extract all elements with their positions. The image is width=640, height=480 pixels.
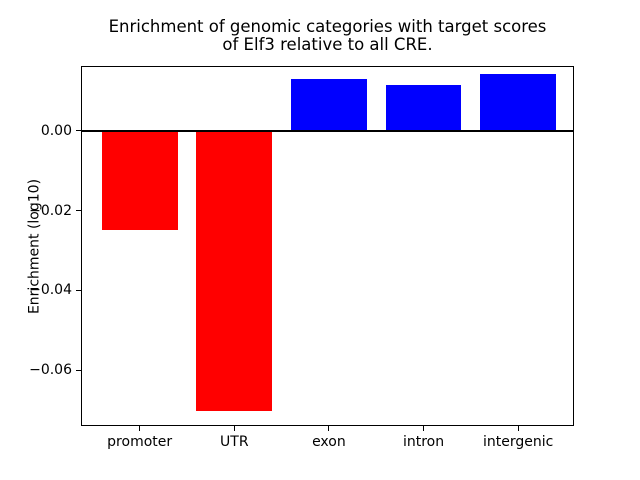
x-tick-mark-promoter (139, 425, 141, 431)
x-tick-mark-intron (423, 425, 425, 431)
chart-title-line-2: of Elf3 relative to all CRE. (222, 35, 433, 54)
y-tick-label-2: −0.04 (29, 282, 72, 299)
y-tick-mark-2 (76, 289, 81, 291)
bar-exon (291, 79, 367, 131)
y-tick-label-1: −0.02 (29, 202, 72, 219)
y-tick-mark-1 (76, 210, 81, 212)
y-tick-mark-0 (76, 130, 81, 132)
x-tick-mark-intergenic (517, 425, 519, 431)
x-tick-label-intergenic: intergenic (482, 433, 554, 450)
x-tick-mark-UTR (233, 425, 235, 431)
bar-intron (385, 85, 462, 131)
x-tick-label-promoter: promoter (107, 433, 173, 450)
x-tick-mark-exon (328, 425, 330, 431)
x-tick-label-exon: exon (312, 433, 346, 450)
y-tick-label-0: 0.00 (40, 122, 72, 139)
axes-spines (81, 66, 574, 426)
y-tick-label-3: −0.06 (29, 362, 72, 379)
bar-promoter (101, 130, 178, 231)
bar-intergenic (480, 74, 556, 131)
chart-title-line-1: Enrichment of genomic categories with ta… (108, 17, 547, 36)
x-tick-label-intron: intron (402, 433, 445, 450)
y-tick-mark-3 (76, 369, 81, 371)
y-axis-label: Enrichment (log10) (26, 178, 43, 315)
bar-UTR (196, 130, 273, 411)
x-tick-label-UTR: UTR (220, 433, 249, 450)
zero-line (81, 129, 574, 132)
chart-title: Enrichment of genomic categories with ta… (81, 18, 574, 54)
